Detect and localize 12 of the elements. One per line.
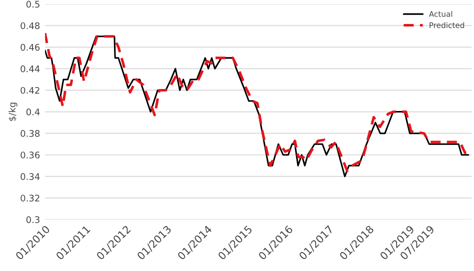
y-tick-label: 0.32	[20, 194, 40, 202]
y-tick-label: 0.34	[20, 173, 40, 180]
y-tick-label: 0.36	[20, 152, 40, 158]
y-tick-label: 0.42	[20, 86, 40, 94]
y-tick-label: 0.46	[20, 44, 40, 51]
y-axis-title: $/kg	[8, 102, 18, 121]
y-tick-label: 0.3	[26, 216, 40, 224]
y-tick-label: 0.44	[20, 65, 40, 72]
y-tick-label: 0.5	[26, 0, 40, 8]
y-tick-label: 0.48	[20, 22, 40, 30]
y-tick-label: 0.4	[26, 108, 40, 116]
y-tick-label: 0.38	[20, 130, 40, 137]
